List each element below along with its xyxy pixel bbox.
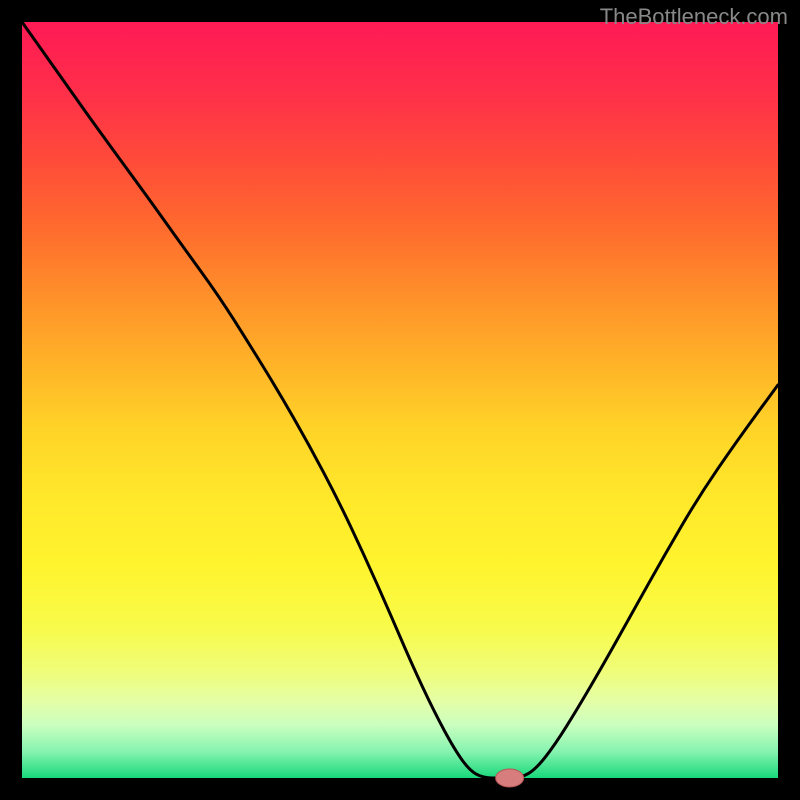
bottleneck-chart: TheBottleneck.com	[0, 0, 800, 800]
plot-background	[22, 22, 778, 778]
optimal-marker	[496, 769, 524, 787]
watermark-text: TheBottleneck.com	[600, 4, 788, 30]
chart-svg	[0, 0, 800, 800]
